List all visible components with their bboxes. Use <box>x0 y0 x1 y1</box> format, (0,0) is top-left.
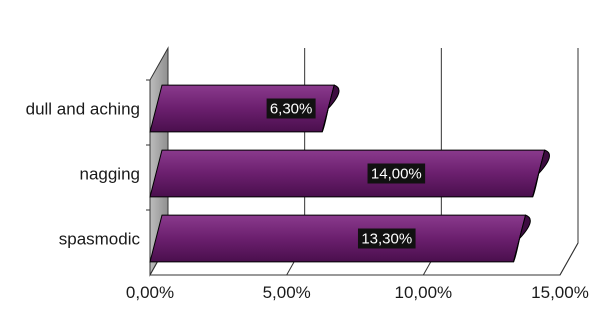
data-label-box <box>367 163 426 184</box>
bar <box>149 149 546 198</box>
data-label: 14,00% <box>371 166 422 183</box>
category-label: dull and aching <box>26 100 140 119</box>
category-label: spasmodic <box>59 230 141 249</box>
x-tick-label: 5,00% <box>263 283 311 302</box>
y-axis-categories: dull and aching nagging spasmodic <box>26 79 150 249</box>
bar-end-cap <box>532 149 550 198</box>
data-label-box <box>357 228 416 249</box>
bars: 6,30% 14,00% 13,30% <box>149 84 550 263</box>
data-label-box <box>266 98 316 119</box>
bar-end-cap <box>513 214 531 263</box>
x-axis-ticks: 0,00% 5,00% 10,00% 15,00% <box>126 283 589 302</box>
bar <box>149 214 527 263</box>
x-tick-label: 0,00% <box>126 283 174 302</box>
bar-end-cap <box>321 84 340 133</box>
data-label: 6,30% <box>270 101 313 118</box>
data-label: 13,30% <box>361 231 412 248</box>
x-tick-label: 15,00% <box>531 283 589 302</box>
x-tick-label: 10,00% <box>394 283 452 302</box>
category-label: nagging <box>79 165 140 184</box>
floor-gridline <box>559 242 579 276</box>
